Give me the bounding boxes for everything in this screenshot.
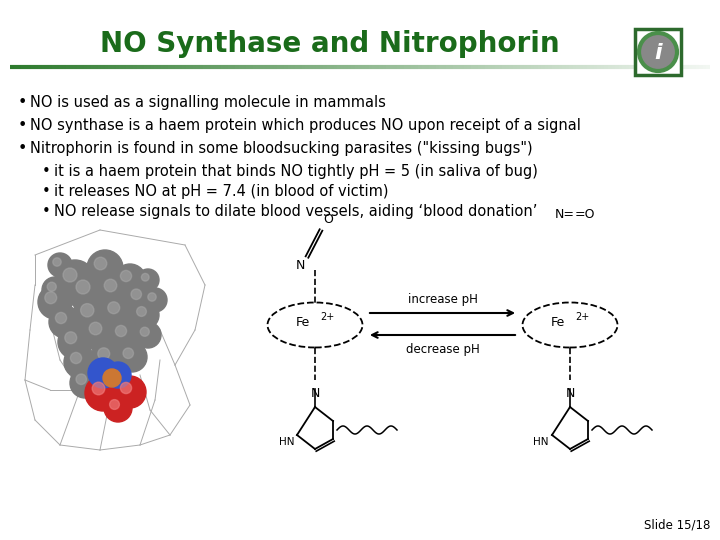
Circle shape <box>120 271 132 281</box>
Text: •: • <box>18 141 27 156</box>
Circle shape <box>137 307 146 316</box>
Text: N: N <box>310 387 320 400</box>
Circle shape <box>55 313 66 323</box>
Bar <box>635 29 681 75</box>
Text: increase pH: increase pH <box>408 293 477 306</box>
Circle shape <box>115 326 127 336</box>
Text: Slide 15/18: Slide 15/18 <box>644 519 710 532</box>
Circle shape <box>103 371 114 381</box>
Circle shape <box>45 292 57 303</box>
Circle shape <box>55 260 95 300</box>
Circle shape <box>58 325 92 359</box>
Circle shape <box>85 375 121 411</box>
Text: •: • <box>42 184 50 199</box>
Circle shape <box>48 282 56 291</box>
Circle shape <box>120 382 132 394</box>
Circle shape <box>148 293 156 301</box>
Text: HN: HN <box>534 437 549 447</box>
Circle shape <box>73 296 111 334</box>
Circle shape <box>38 285 72 319</box>
Circle shape <box>63 268 77 282</box>
Circle shape <box>76 374 86 384</box>
Circle shape <box>123 348 133 359</box>
Circle shape <box>97 272 133 308</box>
Circle shape <box>92 382 105 395</box>
Circle shape <box>81 303 94 317</box>
Circle shape <box>105 362 131 388</box>
Circle shape <box>97 365 127 395</box>
Text: it is a haem protein that binds NO tightly pH = 5 (in saliva of bug): it is a haem protein that binds NO tight… <box>54 164 538 179</box>
Text: NO synthase is a haem protein which produces NO upon receipt of a signal: NO synthase is a haem protein which prod… <box>30 118 581 133</box>
Text: =O: =O <box>575 208 595 221</box>
Circle shape <box>49 306 81 338</box>
Circle shape <box>53 258 61 266</box>
Circle shape <box>125 283 155 313</box>
Text: •: • <box>42 164 50 179</box>
Circle shape <box>140 327 149 336</box>
Circle shape <box>117 342 147 372</box>
Circle shape <box>137 269 159 291</box>
Circle shape <box>109 319 141 351</box>
Text: 2+: 2+ <box>575 312 589 322</box>
Circle shape <box>82 315 118 351</box>
Text: it releases NO at pH = 7.4 (in blood of victim): it releases NO at pH = 7.4 (in blood of … <box>54 184 389 199</box>
Circle shape <box>109 400 120 409</box>
Circle shape <box>71 353 81 363</box>
Circle shape <box>131 289 142 300</box>
Text: 2+: 2+ <box>320 312 334 322</box>
Circle shape <box>639 33 677 71</box>
Text: NO is used as a signalling molecule in mammals: NO is used as a signalling molecule in m… <box>30 95 386 110</box>
Text: N: N <box>565 387 575 400</box>
Text: Fe: Fe <box>296 316 310 329</box>
Circle shape <box>42 277 68 303</box>
Circle shape <box>64 346 96 378</box>
Text: O: O <box>323 213 333 226</box>
Text: •: • <box>18 118 27 133</box>
Circle shape <box>114 376 146 408</box>
Circle shape <box>65 332 77 343</box>
Circle shape <box>103 369 121 387</box>
Circle shape <box>104 279 117 292</box>
Text: Nitrophorin is found in some bloodsucking parasites ("kissing bugs"): Nitrophorin is found in some bloodsuckin… <box>30 141 533 156</box>
Circle shape <box>104 394 132 422</box>
Circle shape <box>89 322 102 335</box>
Circle shape <box>98 348 109 360</box>
Circle shape <box>143 288 167 312</box>
Text: NO Synthase and Nitrophorin: NO Synthase and Nitrophorin <box>100 30 560 58</box>
Text: i: i <box>654 43 662 63</box>
Circle shape <box>101 295 135 329</box>
Text: N=: N= <box>555 208 575 221</box>
Circle shape <box>141 273 149 281</box>
Circle shape <box>131 301 159 329</box>
Circle shape <box>88 358 118 388</box>
Circle shape <box>76 280 90 294</box>
Text: N: N <box>296 259 305 272</box>
Circle shape <box>135 322 161 348</box>
Text: •: • <box>18 95 27 110</box>
Circle shape <box>87 250 123 286</box>
Circle shape <box>48 253 72 277</box>
Circle shape <box>70 368 100 398</box>
Text: •: • <box>42 204 50 219</box>
Circle shape <box>91 341 125 375</box>
Circle shape <box>68 272 108 312</box>
Text: Fe: Fe <box>551 316 565 329</box>
Circle shape <box>114 264 146 296</box>
Circle shape <box>108 302 120 314</box>
Text: NO release signals to dilate blood vessels, aiding ‘blood donation’: NO release signals to dilate blood vesse… <box>54 204 537 219</box>
Text: decrease pH: decrease pH <box>405 342 480 355</box>
Text: HN: HN <box>279 437 294 447</box>
Circle shape <box>94 257 107 270</box>
